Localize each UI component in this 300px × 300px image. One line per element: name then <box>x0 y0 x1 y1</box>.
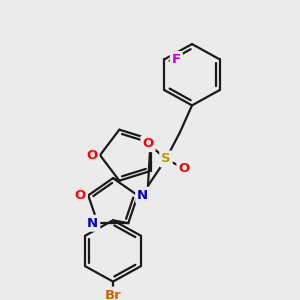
Text: O: O <box>86 149 98 162</box>
Text: O: O <box>75 189 86 202</box>
Text: F: F <box>172 53 181 66</box>
Text: O: O <box>142 137 154 150</box>
Text: O: O <box>178 162 190 175</box>
Text: S: S <box>161 152 171 166</box>
Text: Br: Br <box>105 289 122 300</box>
Text: N: N <box>87 217 98 230</box>
Text: N: N <box>137 189 148 202</box>
